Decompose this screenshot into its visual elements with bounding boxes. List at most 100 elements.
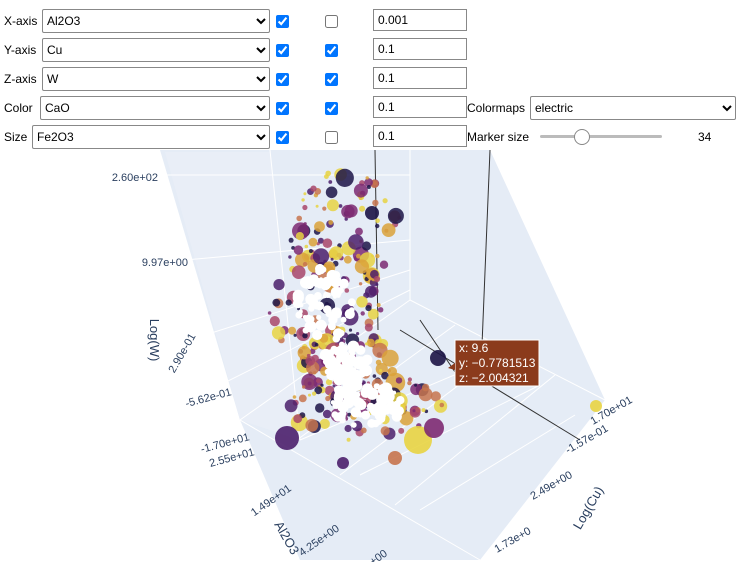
scatter-point [387, 366, 397, 377]
scatter-point [359, 239, 363, 243]
scatter-point [315, 319, 327, 331]
scatter-point [308, 371, 313, 376]
checkbox[interactable] [325, 131, 338, 144]
scatter-point [344, 424, 352, 433]
text-input[interactable] [373, 38, 467, 60]
checkbox[interactable] [325, 15, 338, 28]
scatter-point [385, 372, 406, 393]
scatter-point [308, 393, 311, 397]
text-input[interactable] [373, 125, 467, 147]
scatter-point [333, 374, 345, 386]
scatter-point [291, 265, 306, 280]
scatter-point [317, 237, 324, 244]
text-input[interactable] [373, 9, 467, 31]
checkbox[interactable] [276, 73, 289, 86]
axis-labels: 2.60e+02 9.97e+00 2.90e-01 -5.62e-01 -1.70e+… [112, 172, 635, 562]
scatter-point [355, 341, 365, 351]
axis-line [481, 149, 491, 346]
scatter-point [347, 381, 358, 391]
slider-thumb[interactable] [574, 129, 590, 145]
scatter-point [341, 367, 353, 379]
scatter-point [370, 397, 382, 408]
checkbox[interactable] [276, 102, 289, 115]
scatter-point [324, 351, 334, 360]
column-select[interactable]: Fe2O3 [32, 125, 270, 149]
scatter-point [353, 356, 365, 368]
hover-pointer [448, 363, 455, 370]
scatter-point [378, 418, 383, 423]
scatter-point [312, 391, 317, 396]
scatter-point [273, 298, 284, 309]
scatter-point [361, 400, 370, 409]
tick-label: 9.97e+00 [142, 257, 188, 269]
tick-label: 1.70e+01 [589, 394, 635, 427]
column-select[interactable]: Cu [42, 38, 270, 62]
scatter-point [337, 287, 344, 294]
checkbox[interactable] [276, 44, 289, 57]
tick-label: 4.25e+00 [297, 523, 342, 559]
axis-title: Log(Cu) [570, 484, 606, 532]
scatter-point [337, 364, 344, 371]
colormaps-select[interactable]: electric [530, 96, 736, 120]
scatter-point [328, 392, 336, 400]
scatter-point [304, 276, 312, 284]
scatter-point [322, 353, 328, 359]
axis-label: X-axis [4, 14, 38, 28]
scatter-point [307, 381, 312, 386]
scatter-point [356, 399, 367, 411]
text-input[interactable] [373, 96, 467, 118]
hover-box [454, 339, 540, 387]
scatter-point [365, 268, 378, 280]
scatter-point [314, 188, 322, 195]
scatter-point [296, 232, 305, 240]
column-select[interactable]: CaO [40, 96, 270, 120]
scatter-point [350, 407, 361, 418]
slider-track[interactable] [540, 135, 662, 138]
checkbox[interactable] [325, 102, 338, 115]
scatter-point [319, 321, 327, 330]
scatter-point [377, 414, 386, 422]
scatter-point [312, 301, 321, 310]
scatter-point [341, 308, 359, 326]
tick-label: 2.55e+01 [208, 446, 256, 470]
checkbox[interactable] [325, 44, 338, 57]
checkbox[interactable] [276, 15, 289, 28]
scatter-point [327, 368, 331, 372]
scatter-point [297, 307, 300, 311]
scatter-point [302, 344, 308, 350]
scatter-point [375, 339, 381, 345]
control-row: Y-axis Cu [0, 37, 742, 63]
scatter-point [341, 276, 350, 285]
scatter-point [359, 369, 367, 377]
scatter-point [394, 406, 405, 416]
scatter-point [366, 381, 370, 385]
scatter-point [280, 326, 289, 335]
scatter-point [327, 303, 332, 307]
scatter-point [340, 367, 351, 379]
scatter-point [355, 428, 364, 437]
scatter-point [352, 246, 369, 263]
scatter-point [338, 326, 346, 334]
scatter-point [392, 221, 399, 228]
grid [269, 149, 301, 441]
column-select[interactable]: Al2O3 [42, 9, 270, 33]
scatter-point [351, 420, 363, 432]
scatter-point [362, 383, 373, 394]
scatter-point [346, 379, 354, 386]
scatter-point [380, 382, 393, 395]
scatter-point [358, 390, 368, 400]
scatter-point [316, 242, 320, 246]
scatter-point [324, 368, 331, 375]
scatter-point [353, 361, 362, 370]
checkbox[interactable] [325, 73, 338, 86]
scatter-point [327, 322, 336, 331]
scatter-point [336, 252, 342, 258]
scatter-point [329, 331, 344, 346]
text-input[interactable] [373, 67, 467, 89]
checkbox[interactable] [276, 131, 289, 144]
scatter-point [336, 412, 343, 419]
scatter-point [303, 253, 311, 261]
column-select[interactable]: W [42, 67, 270, 91]
scatter-point [310, 342, 319, 351]
